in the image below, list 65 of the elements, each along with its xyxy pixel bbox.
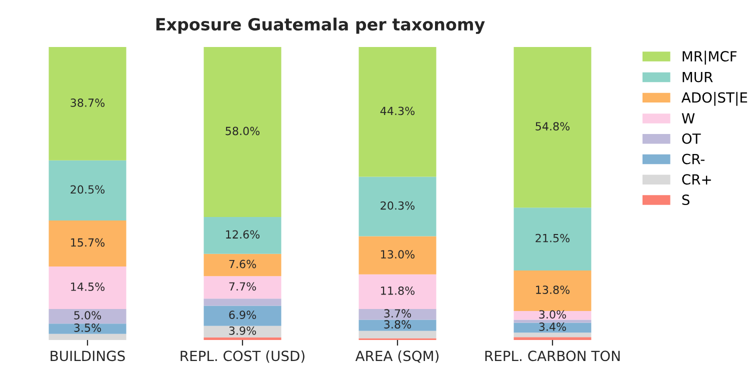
legend-label: MR|MCF	[682, 50, 737, 65]
bar	[204, 306, 282, 326]
bar	[48, 334, 126, 340]
bar	[358, 308, 436, 320]
bar	[48, 160, 126, 220]
bar	[204, 254, 282, 276]
data-label: 14.5%	[71, 282, 105, 291]
bar	[514, 47, 592, 208]
bar	[48, 220, 126, 266]
bar	[204, 276, 282, 299]
bar	[514, 322, 592, 333]
bar	[358, 47, 436, 177]
bar	[48, 308, 126, 324]
data-label: 11.8%	[381, 286, 415, 295]
legend-label: MUR	[682, 72, 713, 82]
bar	[358, 274, 436, 309]
data-label: 54.8%	[536, 122, 570, 131]
x-tick-label: AREA (SQM)	[355, 350, 439, 363]
legend-label: S	[682, 194, 690, 206]
data-label: 21.5%	[536, 234, 570, 242]
x-tick-label: BUILDINGS	[50, 350, 125, 362]
data-label: 44.3%	[380, 106, 415, 116]
data-label: 12.6%	[226, 230, 260, 239]
bar	[358, 320, 436, 331]
bar	[48, 266, 126, 309]
data-label: 3.4%	[539, 322, 566, 331]
data-label: 6.9%	[229, 310, 256, 320]
data-label: 15.7%	[71, 238, 105, 247]
bar	[514, 337, 592, 340]
legend-label: W	[682, 113, 695, 124]
data-label: 38.7%	[70, 98, 105, 107]
data-label: 20.3%	[380, 201, 415, 210]
data-label: 58.0%	[226, 126, 260, 136]
x-tick-label: REPL. COST (USD)	[180, 350, 304, 363]
bar	[204, 47, 282, 217]
legend-label: OT	[682, 133, 701, 144]
data-label: 13.8%	[536, 286, 570, 294]
chart-title: Exposure Guatemala per taxonomy	[156, 18, 485, 34]
legend-label: CR+	[682, 174, 711, 185]
bar	[514, 270, 592, 311]
bar	[358, 236, 436, 274]
bar	[204, 337, 282, 340]
legend-label: ADO|ST|E	[681, 92, 748, 106]
x-tick-label: REPL. CARBON TON	[485, 350, 620, 362]
data-label: 7.7%	[229, 282, 256, 291]
bar	[48, 324, 126, 334]
bar	[358, 330, 436, 338]
data-label: 3.8%	[384, 320, 411, 329]
data-label: 3.0%	[539, 310, 566, 319]
bar	[204, 298, 282, 306]
bar	[514, 310, 592, 320]
data-label: 7.6%	[229, 260, 256, 268]
bar	[514, 332, 592, 338]
bar	[48, 47, 126, 160]
data-label: 5.0%	[74, 311, 101, 320]
bar	[204, 216, 282, 254]
legend-label: CR-	[682, 154, 705, 164]
bar	[514, 208, 592, 271]
data-label: 3.7%	[384, 309, 411, 318]
data-label: 3.9%	[229, 326, 256, 335]
data-label: 20.5%	[70, 185, 105, 194]
bar	[358, 176, 436, 236]
data-label: 3.5%	[74, 324, 101, 332]
data-label: 13.0%	[381, 250, 415, 259]
bar	[204, 326, 282, 338]
